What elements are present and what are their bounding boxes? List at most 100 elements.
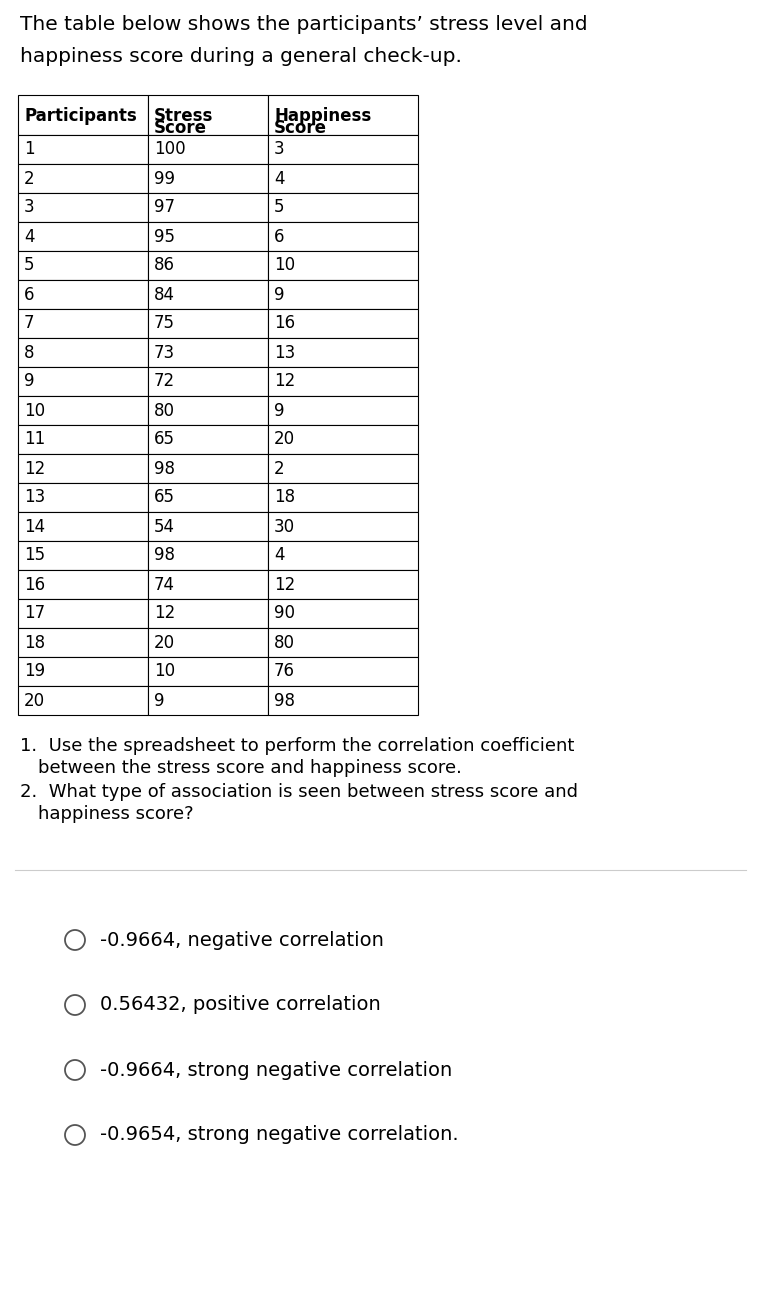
- Text: 30: 30: [274, 517, 295, 535]
- Bar: [148, 310, 268, 338]
- Bar: [18, 396, 148, 424]
- Bar: [18, 512, 148, 541]
- Text: -0.9664, negative correlation: -0.9664, negative correlation: [100, 930, 384, 949]
- Text: 1.  Use the spreadsheet to perform the correlation coefficient: 1. Use the spreadsheet to perform the co…: [20, 737, 575, 755]
- Text: 80: 80: [154, 401, 175, 419]
- Bar: [268, 251, 418, 279]
- Bar: [18, 424, 148, 454]
- Text: 12: 12: [154, 605, 175, 623]
- Text: Stress: Stress: [154, 107, 213, 125]
- Text: 65: 65: [154, 488, 175, 507]
- Bar: [18, 310, 148, 338]
- Text: 80: 80: [274, 633, 295, 652]
- Bar: [18, 338, 148, 367]
- Bar: [268, 338, 418, 367]
- Text: 100: 100: [154, 141, 186, 158]
- Text: 12: 12: [24, 460, 45, 478]
- Bar: [18, 251, 148, 279]
- Bar: [148, 165, 268, 193]
- Bar: [268, 454, 418, 483]
- Text: 13: 13: [24, 488, 45, 507]
- Bar: [148, 599, 268, 628]
- Text: 10: 10: [154, 662, 175, 680]
- Text: 90: 90: [274, 605, 295, 623]
- Text: Happiness: Happiness: [274, 107, 371, 125]
- Bar: [18, 193, 148, 222]
- Bar: [18, 483, 148, 512]
- Bar: [148, 569, 268, 599]
- Text: 4: 4: [24, 227, 34, 246]
- Text: 2.  What type of association is seen between stress score and: 2. What type of association is seen betw…: [20, 784, 578, 801]
- Text: 10: 10: [24, 401, 45, 419]
- Text: 15: 15: [24, 546, 45, 564]
- Text: 11: 11: [24, 431, 45, 448]
- Bar: [148, 628, 268, 657]
- Bar: [268, 222, 418, 251]
- Text: 97: 97: [154, 199, 175, 217]
- Text: 9: 9: [154, 691, 164, 709]
- Text: -0.9654, strong negative correlation.: -0.9654, strong negative correlation.: [100, 1126, 459, 1144]
- Bar: [148, 396, 268, 424]
- Text: 14: 14: [24, 517, 45, 535]
- Text: 2: 2: [274, 460, 285, 478]
- Bar: [268, 541, 418, 569]
- Bar: [148, 251, 268, 279]
- Text: The table below shows the participants’ stress level and: The table below shows the participants’ …: [20, 14, 587, 34]
- Text: 65: 65: [154, 431, 175, 448]
- Text: 72: 72: [154, 372, 175, 390]
- Bar: [268, 135, 418, 165]
- Bar: [148, 657, 268, 686]
- Text: 6: 6: [274, 227, 285, 246]
- Text: 7: 7: [24, 315, 34, 333]
- Bar: [268, 193, 418, 222]
- Text: 16: 16: [274, 315, 295, 333]
- Text: 3: 3: [24, 199, 34, 217]
- Text: 20: 20: [154, 633, 175, 652]
- Text: Participants: Participants: [24, 107, 137, 125]
- Bar: [148, 424, 268, 454]
- Text: 13: 13: [274, 343, 295, 362]
- Text: 8: 8: [24, 343, 34, 362]
- Text: 95: 95: [154, 227, 175, 246]
- Bar: [148, 135, 268, 165]
- Bar: [268, 628, 418, 657]
- Text: 98: 98: [154, 546, 175, 564]
- Text: 98: 98: [274, 691, 295, 709]
- Text: 9: 9: [24, 372, 34, 390]
- Text: 4: 4: [274, 546, 285, 564]
- Bar: [268, 483, 418, 512]
- Bar: [18, 541, 148, 569]
- Text: 18: 18: [274, 488, 295, 507]
- Bar: [268, 396, 418, 424]
- Bar: [148, 367, 268, 396]
- Bar: [148, 222, 268, 251]
- Text: 73: 73: [154, 343, 175, 362]
- Text: 19: 19: [24, 662, 45, 680]
- Text: happiness score?: happiness score?: [38, 804, 193, 823]
- Text: 18: 18: [24, 633, 45, 652]
- Bar: [268, 279, 418, 310]
- Text: 16: 16: [24, 576, 45, 593]
- Bar: [268, 165, 418, 193]
- Text: 4: 4: [274, 170, 285, 188]
- Bar: [18, 686, 148, 714]
- Bar: [18, 165, 148, 193]
- Text: 84: 84: [154, 286, 175, 303]
- Text: 6: 6: [24, 286, 34, 303]
- Text: 5: 5: [24, 256, 34, 274]
- Text: 12: 12: [274, 372, 295, 390]
- Text: 75: 75: [154, 315, 175, 333]
- Bar: [18, 628, 148, 657]
- Bar: [268, 569, 418, 599]
- Bar: [18, 367, 148, 396]
- Bar: [148, 483, 268, 512]
- Bar: [268, 310, 418, 338]
- Bar: [18, 279, 148, 310]
- Bar: [18, 569, 148, 599]
- Bar: [268, 686, 418, 714]
- Text: 54: 54: [154, 517, 175, 535]
- Text: 5: 5: [274, 199, 285, 217]
- Text: happiness score during a general check-up.: happiness score during a general check-u…: [20, 47, 462, 67]
- Text: 10: 10: [274, 256, 295, 274]
- Text: 9: 9: [274, 286, 285, 303]
